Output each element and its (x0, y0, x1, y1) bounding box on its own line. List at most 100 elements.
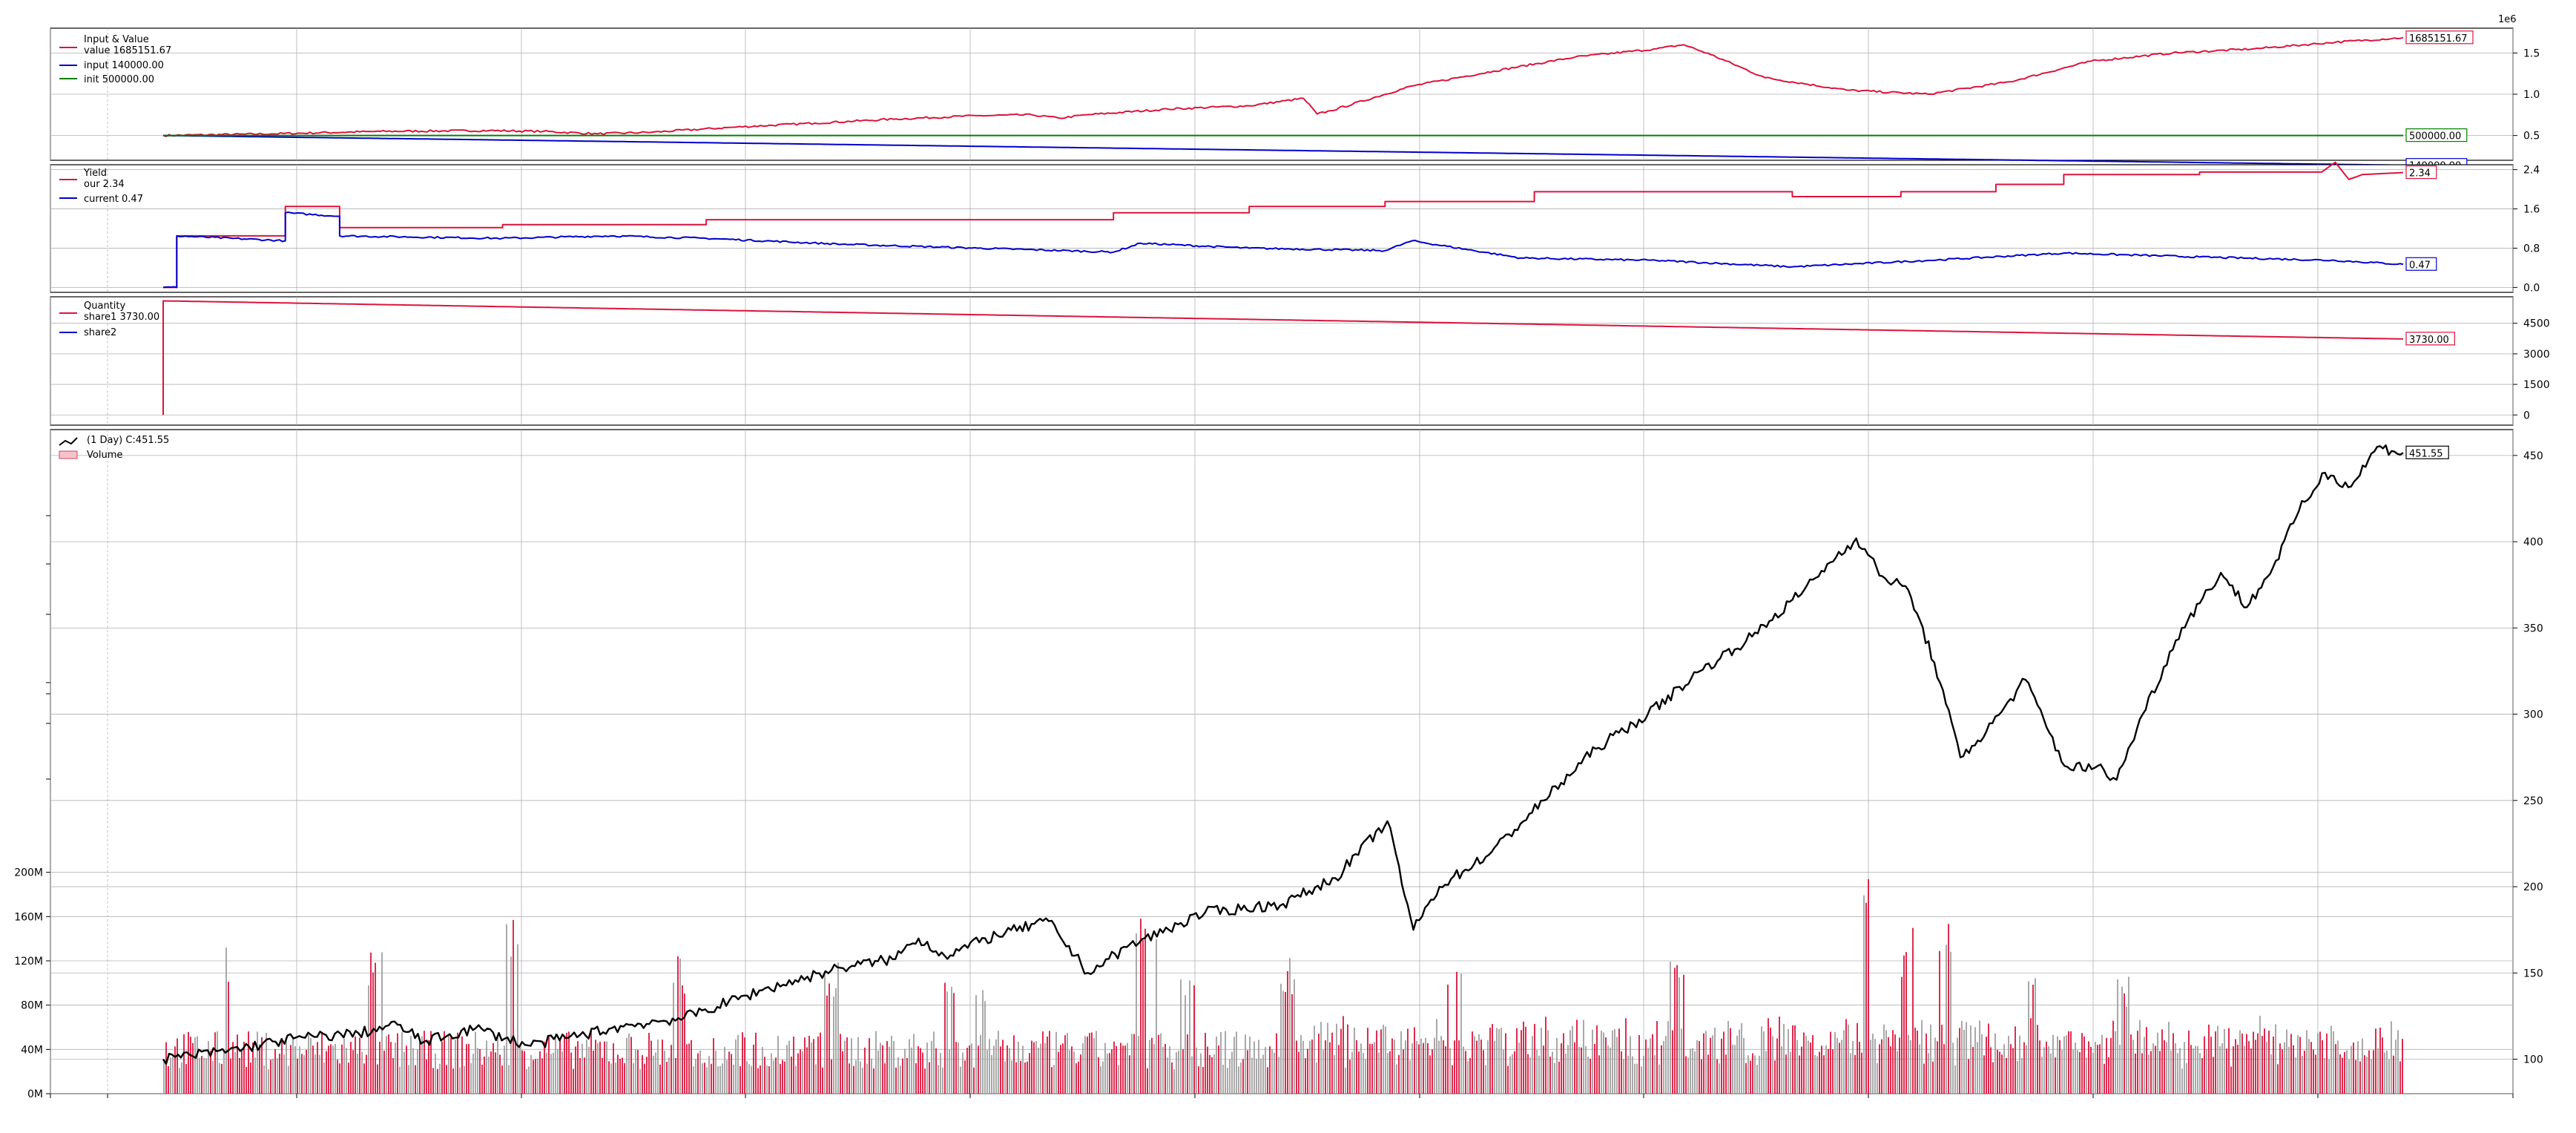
volume-bar (2215, 1031, 2216, 1094)
volume-bar (2386, 1050, 2388, 1094)
volume-bar (697, 1053, 699, 1094)
volume-bar (889, 1046, 890, 1094)
volume-bar (521, 1050, 523, 1094)
volume-bar (2399, 1061, 2401, 1094)
volume-bar (1111, 1049, 1113, 1094)
volume-bar (1627, 1055, 1629, 1094)
volume-bar (1080, 1054, 1081, 1094)
volume-bar (1868, 879, 1869, 1094)
volume-bar (1794, 1025, 1796, 1094)
volume-bar (1391, 1038, 1393, 1094)
volume-bar (513, 919, 514, 1094)
volume-bar (375, 962, 376, 1094)
volume-bar (664, 1050, 665, 1094)
panel-price-volume: 100 150 200 250 300 350 400 450 0M 40M 80M 120M 160… (14, 429, 2543, 1100)
volume-bar (515, 1043, 516, 1094)
panel-2-y-axis: 0.0 0.8 1.6 2.4 (2513, 165, 2540, 294)
volume-bar (822, 1067, 823, 1094)
volume-bar (1091, 1032, 1093, 1094)
volume-bar (366, 1054, 367, 1094)
volume-bar (1763, 1031, 1765, 1094)
volume-bar (1719, 1063, 1720, 1094)
volume-bar (677, 956, 679, 1094)
volume-bar (604, 1041, 605, 1094)
volume-bar (1939, 950, 1940, 1094)
volume-bar (1950, 951, 1951, 1094)
volume-bar (475, 1031, 476, 1094)
volume-bar (559, 1038, 561, 1094)
volume-bar (230, 1058, 231, 1094)
volume-bar (544, 1042, 545, 1094)
volume-bar (1060, 1045, 1061, 1094)
volume-bar (1452, 1065, 1453, 1094)
volume-bar (958, 1042, 959, 1094)
volume-bar (2079, 1051, 2081, 1094)
volume-bar (1745, 1063, 1747, 1094)
volume-bar (1607, 1045, 1609, 1094)
volume-bar (1305, 1058, 1306, 1094)
panel-2-legend-title: Yield (83, 168, 107, 179)
volume-bar (1260, 1058, 1262, 1094)
volume-bar (1153, 1044, 1155, 1094)
volume-bar (2277, 1064, 2279, 1094)
volume-bar (619, 1058, 621, 1094)
volume-bar (381, 952, 383, 1094)
volume-bar (1552, 1051, 1553, 1094)
volume-bar (2297, 1035, 2299, 1094)
volume-bar (2055, 1057, 2056, 1094)
volume-bar (2241, 1034, 2243, 1094)
last-value-box-value (2405, 30, 2474, 45)
volume-bar (1144, 928, 1146, 1094)
volume-bar (1498, 1028, 1500, 1094)
volume-bar (1469, 1058, 1471, 1094)
volume-bar (829, 983, 830, 1094)
volume-bar (624, 1063, 625, 1094)
volume-bar (1545, 1017, 1546, 1094)
volume-bar (1436, 1019, 1437, 1094)
volume-bar (470, 1063, 472, 1094)
volume-bar (539, 1051, 541, 1094)
volume-bar (1932, 1061, 1934, 1094)
volume-bar (1178, 1051, 1179, 1094)
volume-bar (597, 1042, 599, 1094)
volume-bar (2141, 1053, 2143, 1094)
volume-bar (1567, 1045, 1569, 1094)
volume-bar (188, 1032, 189, 1094)
volume-bar (205, 1058, 207, 1094)
volume-bar (626, 1037, 627, 1094)
volume-bar (464, 1065, 465, 1094)
y-tick-label: 450 (2523, 450, 2543, 462)
volume-bar (2050, 1053, 2052, 1094)
volume-bar (2317, 1033, 2319, 1094)
volume-bar (1569, 1030, 1571, 1094)
volume-bar (1776, 1038, 1778, 1094)
volume-bar (1033, 1042, 1035, 1094)
volume-bar (2382, 1037, 2383, 1094)
volume-bar (1236, 1031, 1237, 1094)
volume-bar (2095, 1042, 2096, 1094)
volume-bar (361, 1051, 363, 1094)
volume-bar (2290, 1034, 2292, 1094)
volume-bar (392, 1058, 394, 1094)
volume-bar (1727, 1021, 1729, 1094)
volume-bar (1592, 1029, 1593, 1094)
volume-bar (586, 1040, 587, 1094)
volume-bar (733, 1064, 734, 1094)
volume-bar (1952, 1042, 1954, 1094)
volume-bar (1988, 1023, 1989, 1094)
volume-bar (2310, 1042, 2312, 1094)
volume-bar (662, 1040, 663, 1094)
volume-bar (281, 1037, 283, 1094)
volume-bar (764, 1057, 765, 1094)
volume-bar (259, 1044, 260, 1094)
volume-bar (2255, 1040, 2256, 1094)
volume-bar (395, 1042, 396, 1094)
volume-bar (550, 1054, 552, 1094)
volume-bar (2046, 1041, 2047, 1094)
volume-bar (439, 1063, 441, 1094)
y-tick-label: 250 (2523, 795, 2543, 807)
volume-bar (1690, 1048, 1691, 1094)
volume-bar (633, 1063, 634, 1094)
volume-bar (326, 1051, 327, 1094)
volume-bar (1632, 1056, 1633, 1094)
